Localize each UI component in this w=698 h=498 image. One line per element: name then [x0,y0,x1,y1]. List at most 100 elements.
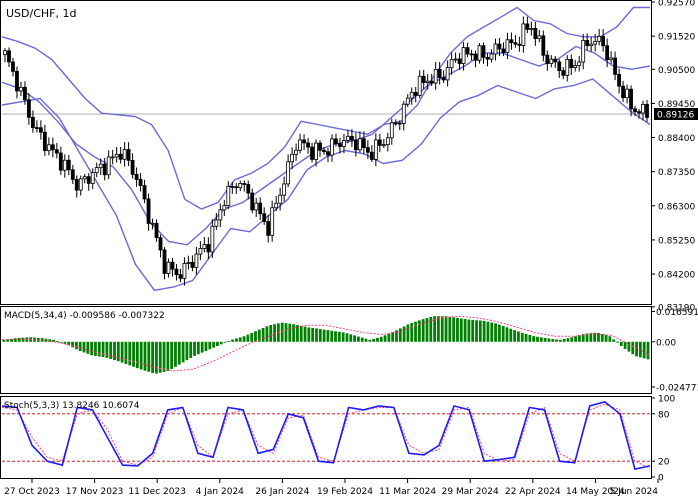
macd-histogram-bar [185,341,189,361]
candle-bull [417,75,422,96]
macd-histogram-bar [280,322,284,342]
candle-bull [210,225,215,253]
macd-histogram-bar [135,341,139,369]
candle-bear [318,142,322,151]
candle-bear [637,111,641,114]
macd-histogram-bar [463,318,467,342]
candle-bull [218,209,223,221]
candle-bear [377,139,382,146]
macd-histogram-bar [128,341,132,366]
candle-bear [501,48,506,54]
candle-bear [102,163,107,176]
macd-histogram-bar [193,341,196,356]
macd-histogram-bar [86,341,90,354]
candle-bear [585,40,590,47]
macd-histogram-bar [497,324,501,342]
y-tick-label: 0.87350 [658,168,695,178]
candle-bull [597,36,602,42]
candle-bear [533,28,538,39]
candle-bull [425,80,430,84]
macd-histogram-bar [2,339,6,342]
x-tick-label: 22 Apr 2024 [505,487,561,497]
macd-histogram-bar [322,329,326,342]
macd-panel-frame [0,306,652,394]
macd-histogram-bar [391,332,395,342]
macd-histogram-bar [368,339,372,342]
candle-bull [625,88,629,99]
macd-title: MACD(5,34,4) -0.009586 -0.007322 [4,311,165,321]
candle-bear [517,43,522,46]
candle-bear [130,160,135,175]
macd-histogram-bar [101,341,105,358]
macd-histogram-bar [261,327,265,342]
macd-histogram-bar [528,335,532,342]
macd-histogram-bar [387,333,391,342]
macd-histogram-bar [124,341,128,364]
candle-bull [90,172,95,184]
candle-bear [441,77,446,81]
macd-histogram-bar [71,341,74,348]
candle-bear [54,149,59,154]
candle-bull [357,138,362,151]
candle-bear [421,75,426,84]
x-tick-label: 5 Jun 2024 [610,487,659,497]
macd-histogram-bar [558,339,562,342]
candle-bear [310,146,314,160]
candle-bull [106,156,111,176]
macd-histogram-bar [219,341,223,345]
bollinger-upper-band [1,6,650,210]
candle-bull [150,222,155,225]
macd-histogram-bar [646,341,650,360]
macd-histogram-bar [360,337,364,342]
macd-histogram-bar [524,333,528,342]
macd-histogram-bar [551,338,555,342]
macd-histogram-bar [52,339,55,342]
candle-bull [46,144,51,152]
macd-histogram-bar [231,339,235,342]
macd-histogram-bar [288,323,292,342]
candle-bull [346,135,350,141]
macd-histogram-bar [452,317,456,342]
candle-bear [481,45,486,58]
macd-histogram-bar [379,336,383,342]
macd-histogram-bar [341,332,345,342]
candle-bull [298,139,302,151]
candle-bear [250,192,255,211]
macd-histogram-bar [6,339,10,342]
candle-bear [545,54,550,64]
candle-bear [429,80,434,84]
candle-bull [641,103,645,114]
macd-histogram-bar [513,330,517,342]
candle-bear [369,151,374,160]
macd-histogram-bar [223,341,227,343]
macd-histogram-bar [638,341,642,358]
candle-bull [294,149,298,155]
macd-histogram-bar [337,331,341,342]
candle-bull [342,140,346,147]
candle-bear [142,185,147,200]
macd-histogram-bar [55,340,59,342]
macd-histogram-bar [589,333,593,342]
candle-bear [190,261,195,268]
candle-bear [569,58,574,69]
candle-bear [50,144,55,151]
candle-bear [613,57,617,75]
macd-histogram-bar [383,335,387,342]
candle-bull [278,194,283,204]
candle-bull [581,40,586,63]
candle-bear [350,135,354,141]
y-tick-label: 0.85250 [658,236,695,246]
macd-histogram-bar [227,341,231,342]
main-panel-frame [0,0,652,305]
macd-histogram-bar [478,320,482,342]
candle-bear [178,274,183,279]
candle-bull [405,97,410,105]
macd-histogram-bar [417,320,421,342]
candle-bull [385,137,390,146]
candle-bear [457,58,462,64]
macd-histogram-bar [242,336,246,342]
x-tick-label: 19 Feb 2024 [317,487,373,497]
x-tick-label: 17 Nov 2023 [66,487,124,497]
stoch-panel-frame [0,396,652,479]
